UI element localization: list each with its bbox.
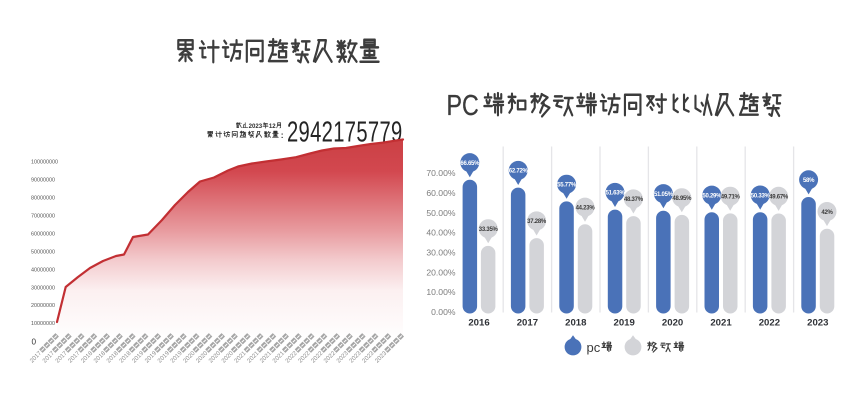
svg-text:70000000: 70000000 bbox=[31, 213, 55, 219]
svg-text:0.00%: 0.00% bbox=[431, 307, 456, 317]
svg-text:50.00%: 50.00% bbox=[426, 208, 456, 218]
svg-text:20000000: 20000000 bbox=[31, 303, 55, 309]
svg-text:44.23%: 44.23% bbox=[576, 205, 596, 211]
svg-text:2023: 2023 bbox=[807, 318, 828, 329]
svg-text:62.72%: 62.72% bbox=[509, 169, 529, 175]
svg-text:50.29%: 50.29% bbox=[702, 193, 722, 199]
svg-text:50000000: 50000000 bbox=[31, 249, 55, 255]
svg-text:2022: 2022 bbox=[759, 318, 780, 329]
svg-text:60.00%: 60.00% bbox=[426, 188, 456, 198]
svg-text:58%: 58% bbox=[803, 178, 815, 184]
svg-text:30.00%: 30.00% bbox=[426, 248, 456, 258]
svg-text:42%: 42% bbox=[821, 210, 833, 216]
svg-text:2021: 2021 bbox=[710, 318, 732, 329]
svg-text:10000000: 10000000 bbox=[31, 321, 55, 327]
svg-text:12: 12 bbox=[269, 123, 276, 130]
svg-text:2023: 2023 bbox=[249, 123, 263, 130]
svg-text:70.00%: 70.00% bbox=[426, 168, 456, 178]
svg-text:2017: 2017 bbox=[517, 318, 538, 329]
svg-text:49.71%: 49.71% bbox=[721, 195, 741, 201]
svg-text:66.65%: 66.65% bbox=[460, 161, 480, 167]
svg-text:51.05%: 51.05% bbox=[654, 192, 674, 198]
svg-text:33.35%: 33.35% bbox=[479, 227, 499, 233]
svg-text:2019: 2019 bbox=[614, 318, 635, 329]
svg-text:2018: 2018 bbox=[565, 318, 587, 329]
svg-text:80000000: 80000000 bbox=[31, 195, 55, 201]
svg-text:20.00%: 20.00% bbox=[426, 267, 456, 277]
svg-text:90000000: 90000000 bbox=[31, 177, 55, 183]
svg-text:51.63%: 51.63% bbox=[606, 191, 626, 197]
svg-text:PC: PC bbox=[447, 88, 479, 121]
svg-text:40.00%: 40.00% bbox=[426, 228, 456, 238]
svg-text:pc: pc bbox=[587, 340, 601, 355]
svg-text:50.33%: 50.33% bbox=[751, 193, 771, 199]
svg-text:2020: 2020 bbox=[662, 318, 683, 329]
svg-text:2016: 2016 bbox=[468, 318, 489, 329]
svg-text:30000000: 30000000 bbox=[31, 285, 55, 291]
svg-text:49.67%: 49.67% bbox=[769, 195, 789, 201]
svg-text:10.00%: 10.00% bbox=[426, 287, 456, 297]
svg-text:37.28%: 37.28% bbox=[527, 219, 547, 225]
svg-text::: : bbox=[281, 130, 284, 140]
svg-text:55.77%: 55.77% bbox=[557, 183, 577, 189]
svg-text:0: 0 bbox=[32, 337, 37, 346]
svg-text:48.95%: 48.95% bbox=[672, 196, 692, 202]
svg-text:40000000: 40000000 bbox=[31, 267, 55, 273]
svg-text:48.37%: 48.37% bbox=[624, 197, 644, 203]
svg-text:100000000: 100000000 bbox=[31, 159, 58, 165]
svg-text:60000000: 60000000 bbox=[31, 231, 55, 237]
